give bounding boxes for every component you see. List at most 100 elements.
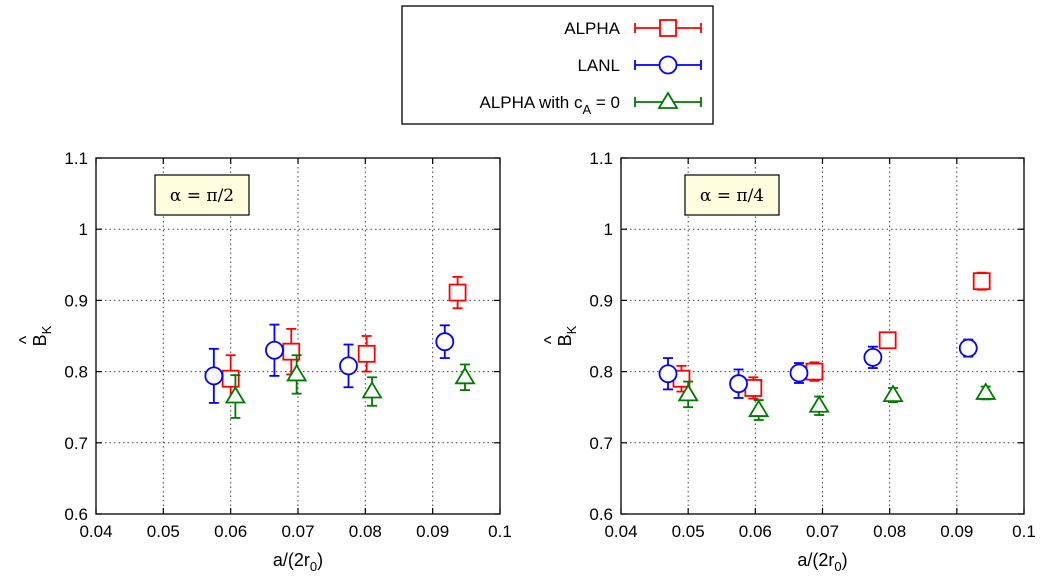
alpha-marker [878, 331, 897, 350]
y-tick-label: 1.1 [64, 149, 88, 168]
alpha-marker [357, 344, 376, 363]
grid-right [621, 158, 1024, 514]
annotation-box-left: α = π/2 [154, 174, 250, 216]
ticks-right: 0.04 0.05 0.06 0.07 0.08 0.09 0.1 0.6 0.7 0.8 0.9 1… [589, 149, 1035, 541]
y-tick-label: 1 [604, 220, 613, 239]
alpha_ca0-marker [748, 399, 770, 417]
y-tick-label: 0.7 [589, 434, 613, 453]
ticks-left: 0.04 0.05 0.06 0.07 0.08 0.09 0.1 0.6 0.7 0.8 0.9 1… [64, 149, 511, 541]
x-tick-label: 0.06 [214, 522, 247, 541]
alpha_ca0-point-right-3 [882, 384, 904, 404]
legend-marker-lanl [634, 55, 702, 75]
chart-panel-left: 0.04 0.05 0.06 0.07 0.08 0.09 0.1 0.6 0.7 0.8 0.9 1… [16, 149, 512, 574]
lanl-point-right-4 [958, 338, 978, 358]
y-tick-label: 0.8 [589, 363, 613, 382]
y-axis-label-left: BK ^ [16, 325, 54, 346]
alpha_ca0-point-left-2 [361, 376, 383, 407]
x-tick-label: 0.05 [672, 522, 705, 541]
lanl-point-right-0 [658, 357, 678, 391]
svg-text:^: ^ [541, 335, 561, 344]
legend-label-alpha: ALPHA [564, 19, 620, 38]
y-tick-label: 0.9 [64, 291, 88, 310]
x-tick-label: 0.07 [806, 522, 839, 541]
annotation-text-left: α = π/2 [170, 186, 234, 206]
alpha_ca0-point-right-0 [677, 380, 699, 409]
x-tick-label: 0.1 [1012, 522, 1036, 541]
x-axis-label-right: a/(2r0) [797, 550, 847, 574]
plot-frame-right [620, 157, 1025, 515]
x-axis-label-left: a/(2r0) [273, 550, 323, 574]
x-tick-label: 0.04 [604, 522, 637, 541]
svg-text:^: ^ [16, 335, 36, 344]
alpha_ca0-marker [454, 366, 476, 385]
annotation-box-right: α = π/4 [684, 174, 780, 216]
chart-panel-right: 0.04 0.05 0.06 0.07 0.08 0.09 0.1 0.6 0.7 0.8 0.9 1… [541, 149, 1036, 574]
alpha_ca0-marker [286, 363, 308, 382]
lanl-point-left-1 [265, 323, 284, 377]
lanl-marker [265, 340, 284, 360]
annotation-text-right: α = π/4 [700, 186, 764, 206]
grid-left [96, 158, 500, 514]
alpha-point-right-4 [972, 271, 991, 291]
lanl-marker [789, 363, 809, 383]
alpha-point-right-3 [878, 331, 897, 350]
x-tick-label: 0.04 [79, 522, 112, 541]
legend: ALPHA LANL ALPHA with cA = 0 [401, 5, 714, 125]
y-tick-label: 0.8 [64, 363, 88, 382]
alpha-marker [972, 272, 991, 291]
alpha-marker [805, 362, 824, 381]
alpha_ca0-point-right-2 [808, 395, 830, 416]
y-tick-label: 0.7 [64, 434, 88, 453]
lanl-point-right-3 [863, 345, 883, 369]
alpha_ca0-marker [975, 382, 997, 400]
alpha_ca0-marker [677, 383, 699, 402]
x-tick-label: 0.09 [416, 522, 449, 541]
marks-right [658, 271, 997, 421]
y-tick-label: 0.6 [64, 505, 88, 524]
plot-frame-left [95, 157, 501, 515]
lanl-marker [729, 374, 748, 394]
legend-marker-alpha [634, 19, 702, 37]
alpha_ca0-marker [361, 380, 383, 399]
alpha-point-left-3 [448, 276, 467, 310]
alpha-marker [448, 283, 467, 302]
y-axis-label-right: BK ^ [541, 325, 579, 346]
lanl-point-left-2 [339, 343, 358, 389]
legend-label-alpha-ca0: ALPHA with cA = 0 [479, 93, 620, 117]
lanl-marker [863, 347, 883, 367]
marks-left [204, 276, 476, 419]
svg-text:BK: BK [30, 325, 54, 346]
lanl-point-left-3 [435, 324, 455, 359]
legend-label-lanl: LANL [577, 56, 620, 75]
alpha_ca0-point-left-3 [454, 363, 476, 392]
y-tick-label: 0.6 [589, 505, 613, 524]
lanl-marker [339, 356, 358, 376]
alpha_ca0-marker [224, 385, 246, 404]
svg-text:BK: BK [555, 325, 579, 346]
y-tick-label: 1.1 [589, 149, 613, 168]
alpha-point-right-2 [805, 361, 824, 382]
alpha-point-right-1 [744, 376, 763, 400]
y-tick-label: 1 [79, 220, 88, 239]
alpha_ca0-point-left-0 [224, 374, 246, 419]
x-tick-label: 0.08 [873, 522, 906, 541]
lanl-point-left-0 [204, 347, 224, 404]
x-tick-label: 0.1 [488, 522, 512, 541]
lanl-marker [204, 366, 224, 386]
alpha_ca0-marker [808, 395, 830, 413]
lanl-marker [958, 338, 978, 358]
alpha-point-left-2 [357, 335, 376, 373]
alpha_ca0-point-right-4 [975, 382, 997, 401]
x-tick-label: 0.09 [940, 522, 973, 541]
x-tick-label: 0.07 [281, 522, 314, 541]
alpha_ca0-point-left-1 [286, 354, 308, 395]
lanl-marker [435, 332, 455, 352]
lanl-point-right-1 [729, 368, 748, 399]
legend-marker-alpha-ca0 [634, 91, 702, 109]
x-tick-label: 0.05 [147, 522, 180, 541]
alpha_ca0-point-right-1 [748, 399, 770, 421]
lanl-marker [658, 364, 678, 384]
x-tick-label: 0.08 [349, 522, 382, 541]
y-tick-label: 0.9 [589, 291, 613, 310]
